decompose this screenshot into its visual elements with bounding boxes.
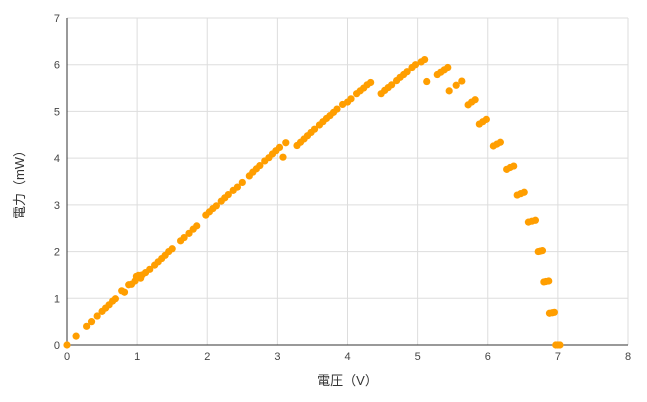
y-tick-label: 0 <box>54 340 60 352</box>
y-tick-label: 3 <box>54 200 60 212</box>
data-point <box>423 77 431 86</box>
data-point <box>212 202 220 210</box>
data-point <box>510 162 518 170</box>
data-point <box>520 188 528 196</box>
data-point <box>445 87 453 95</box>
tick-labels: 0 1 2 3 4 5 6 7 8 0 1 2 3 4 5 6 7 <box>54 13 631 363</box>
x-tick-label: 0 <box>64 351 70 363</box>
y-tick-label: 7 <box>54 13 60 25</box>
data-point <box>367 78 375 87</box>
data-point <box>238 178 246 187</box>
x-tick-label: 7 <box>555 351 561 363</box>
data-point <box>388 81 396 89</box>
data-point <box>550 308 558 316</box>
data-point <box>531 216 540 224</box>
x-tick-label: 8 <box>625 351 631 363</box>
data-point <box>87 318 96 326</box>
axes <box>66 18 628 346</box>
data-point <box>411 61 420 69</box>
data-point <box>275 143 284 151</box>
data-point <box>471 96 479 104</box>
data-point <box>146 265 154 273</box>
data-point <box>421 55 429 64</box>
x-tick-label: 3 <box>274 351 280 363</box>
x-tick-label: 2 <box>204 351 210 363</box>
data-point <box>556 341 564 349</box>
data-point <box>168 245 176 253</box>
x-tick-label: 6 <box>485 351 491 363</box>
x-tick-label: 4 <box>344 351 350 363</box>
grid <box>67 17 629 345</box>
data-point <box>452 81 460 89</box>
data-point <box>545 277 553 285</box>
y-tick-label: 5 <box>54 106 60 118</box>
x-tick-label: 1 <box>134 351 140 363</box>
data-point <box>224 190 232 199</box>
data-point <box>72 332 80 340</box>
y-axis-title: 電力（mW） <box>12 144 27 219</box>
data-point <box>496 138 504 146</box>
data-point <box>279 153 287 161</box>
y-tick-label: 6 <box>54 60 60 72</box>
data-point <box>193 222 201 230</box>
data-point <box>347 95 355 103</box>
x-axis-title: 電圧（V） <box>317 373 378 388</box>
data-point <box>93 312 101 320</box>
data-point <box>333 105 341 113</box>
data-point <box>180 233 188 242</box>
data-points <box>63 55 564 349</box>
y-tick-label: 4 <box>54 153 60 165</box>
data-point <box>233 183 242 191</box>
y-tick-label: 1 <box>54 293 60 305</box>
data-point <box>282 139 290 147</box>
data-point <box>403 68 411 76</box>
x-tick-label: 5 <box>415 351 421 363</box>
data-point <box>120 288 129 296</box>
data-point <box>63 341 71 349</box>
data-point <box>538 247 547 255</box>
data-point <box>444 63 452 72</box>
data-point <box>482 115 490 123</box>
data-point <box>256 162 264 170</box>
y-tick-label: 2 <box>54 247 60 259</box>
data-point <box>458 77 466 85</box>
data-point <box>310 125 319 133</box>
data-point <box>83 322 91 330</box>
data-point <box>111 295 119 303</box>
